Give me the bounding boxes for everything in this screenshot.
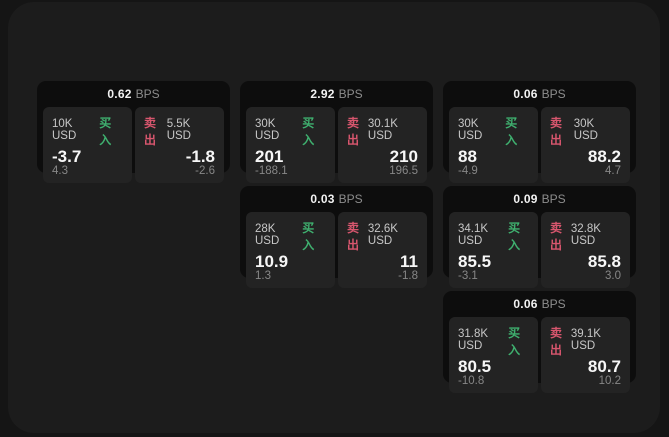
spread-value: 0.06 bbox=[513, 87, 538, 101]
sell-tile[interactable]: 卖出 32.8K USD 85.8 3.0 bbox=[541, 212, 630, 288]
quote-card: 0.62 BPS 10K USD 买入 -3.7 4.3 卖出 5.5K USD… bbox=[37, 81, 230, 183]
buy-button[interactable]: 买入 bbox=[99, 116, 112, 147]
buy-delta: -188.1 bbox=[255, 165, 288, 177]
sell-button[interactable]: 卖出 bbox=[347, 221, 360, 252]
buy-price: 10.9 bbox=[255, 252, 289, 271]
spread-value: 0.62 bbox=[107, 87, 132, 101]
quote-panels: 34.1K USD 买入 85.5 -3.1 卖出 32.8K USD 85.8… bbox=[443, 212, 636, 294]
quote-panels: 30K USD 买入 201 -188.1 卖出 30.1K USD 210 1… bbox=[240, 107, 433, 189]
quote-card: 0.03 BPS 28K USD 买入 10.9 1.3 卖出 32.6K US… bbox=[240, 186, 433, 288]
sell-tile[interactable]: 卖出 30K USD 88.2 4.7 bbox=[541, 107, 630, 183]
buy-button[interactable]: 买入 bbox=[508, 326, 521, 357]
sell-delta: -1.8 bbox=[398, 270, 418, 282]
spread-value: 0.06 bbox=[513, 297, 538, 311]
buy-delta: 1.3 bbox=[255, 270, 271, 282]
quote-card: 0.06 BPS 30K USD 买入 88 -4.9 卖出 30K USD 8… bbox=[443, 81, 636, 183]
spread-header: 2.92 BPS bbox=[240, 81, 433, 107]
quote-panels: 28K USD 买入 10.9 1.3 卖出 32.6K USD 11 -1.8 bbox=[240, 212, 433, 294]
sell-delta: 10.2 bbox=[598, 375, 621, 387]
buy-tile[interactable]: 30K USD 买入 201 -188.1 bbox=[246, 107, 335, 183]
buy-amount: 31.8K USD bbox=[458, 328, 489, 352]
sell-tile[interactable]: 卖出 32.6K USD 11 -1.8 bbox=[338, 212, 427, 288]
buy-tile[interactable]: 30K USD 买入 88 -4.9 bbox=[449, 107, 538, 183]
spread-header: 0.09 BPS bbox=[443, 186, 636, 212]
spread-header: 0.06 BPS bbox=[443, 81, 636, 107]
buy-button[interactable]: 买入 bbox=[508, 221, 521, 252]
quote-panels: 31.8K USD 买入 80.5 -10.8 卖出 39.1K USD 80.… bbox=[443, 317, 636, 399]
sell-button[interactable]: 卖出 bbox=[550, 116, 563, 147]
buy-tile[interactable]: 28K USD 买入 10.9 1.3 bbox=[246, 212, 335, 288]
sell-delta: 196.5 bbox=[389, 165, 418, 177]
spread-unit: BPS bbox=[135, 87, 160, 101]
sell-button[interactable]: 卖出 bbox=[550, 221, 563, 252]
sell-price: 85.8 bbox=[587, 252, 621, 271]
sell-delta: -2.6 bbox=[195, 165, 215, 177]
sell-price: 210 bbox=[389, 147, 418, 166]
buy-tile[interactable]: 34.1K USD 买入 85.5 -3.1 bbox=[449, 212, 538, 288]
buy-tile[interactable]: 31.8K USD 买入 80.5 -10.8 bbox=[449, 317, 538, 393]
spread-unit: BPS bbox=[338, 87, 363, 101]
spread-value: 0.09 bbox=[513, 192, 538, 206]
sell-button[interactable]: 卖出 bbox=[347, 116, 360, 147]
buy-button[interactable]: 买入 bbox=[505, 116, 518, 147]
buy-amount: 34.1K USD bbox=[458, 223, 489, 247]
sell-amount: 30.1K USD bbox=[367, 118, 398, 142]
buy-price: 80.5 bbox=[458, 357, 492, 376]
sell-amount: 32.8K USD bbox=[570, 223, 601, 247]
quote-card: 0.06 BPS 31.8K USD 买入 80.5 -10.8 卖出 39.1… bbox=[443, 291, 636, 393]
sell-price: 11 bbox=[400, 252, 418, 271]
spread-unit: BPS bbox=[541, 297, 566, 311]
sell-button[interactable]: 卖出 bbox=[550, 326, 563, 357]
quote-panels: 30K USD 买入 88 -4.9 卖出 30K USD 88.2 4.7 bbox=[443, 107, 636, 189]
buy-delta: -3.1 bbox=[458, 270, 478, 282]
buy-price: -3.7 bbox=[52, 147, 82, 166]
buy-amount: 10K USD bbox=[52, 118, 77, 142]
spread-header: 0.62 BPS bbox=[37, 81, 230, 107]
quote-card: 2.92 BPS 30K USD 买入 201 -188.1 卖出 30.1K … bbox=[240, 81, 433, 183]
spread-unit: BPS bbox=[541, 192, 566, 206]
buy-tile[interactable]: 10K USD 买入 -3.7 4.3 bbox=[43, 107, 132, 183]
spread-value: 2.92 bbox=[310, 87, 335, 101]
buy-price: 85.5 bbox=[458, 252, 492, 271]
sell-delta: 3.0 bbox=[605, 270, 621, 282]
buy-delta: -4.9 bbox=[458, 165, 478, 177]
buy-price: 201 bbox=[255, 147, 284, 166]
sell-button[interactable]: 卖出 bbox=[144, 116, 157, 147]
sell-price: 80.7 bbox=[587, 357, 621, 376]
sell-amount: 32.6K USD bbox=[367, 223, 398, 247]
app-window: 0.62 BPS 10K USD 买入 -3.7 4.3 卖出 5.5K USD… bbox=[8, 2, 660, 433]
buy-delta: -10.8 bbox=[458, 375, 485, 387]
sell-tile[interactable]: 卖出 30.1K USD 210 196.5 bbox=[338, 107, 427, 183]
sell-amount: 39.1K USD bbox=[570, 328, 601, 352]
buy-amount: 30K USD bbox=[255, 118, 280, 142]
quote-card: 0.09 BPS 34.1K USD 买入 85.5 -3.1 卖出 32.8K… bbox=[443, 186, 636, 288]
spread-header: 0.06 BPS bbox=[443, 291, 636, 317]
sell-price: -1.8 bbox=[185, 147, 215, 166]
spread-unit: BPS bbox=[338, 192, 363, 206]
spread-header: 0.03 BPS bbox=[240, 186, 433, 212]
buy-amount: 30K USD bbox=[458, 118, 483, 142]
buy-delta: 4.3 bbox=[52, 165, 68, 177]
quote-panels: 10K USD 买入 -3.7 4.3 卖出 5.5K USD -1.8 -2.… bbox=[37, 107, 230, 189]
sell-delta: 4.7 bbox=[605, 165, 621, 177]
sell-tile[interactable]: 卖出 5.5K USD -1.8 -2.6 bbox=[135, 107, 224, 183]
spread-unit: BPS bbox=[541, 87, 566, 101]
sell-amount: 5.5K USD bbox=[166, 118, 191, 142]
buy-button[interactable]: 买入 bbox=[302, 221, 315, 252]
sell-amount: 30K USD bbox=[573, 118, 598, 142]
spread-value: 0.03 bbox=[310, 192, 335, 206]
sell-price: 88.2 bbox=[587, 147, 621, 166]
buy-price: 88 bbox=[458, 147, 477, 166]
sell-tile[interactable]: 卖出 39.1K USD 80.7 10.2 bbox=[541, 317, 630, 393]
buy-button[interactable]: 买入 bbox=[302, 116, 315, 147]
buy-amount: 28K USD bbox=[255, 223, 280, 247]
